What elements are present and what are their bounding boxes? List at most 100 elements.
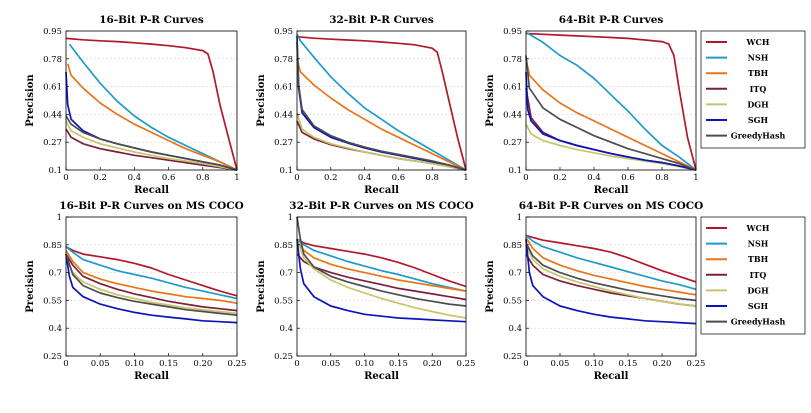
y-axis-label: Precision bbox=[25, 74, 36, 127]
x-tick-label: 0.20 bbox=[653, 359, 672, 369]
series-line-dgh bbox=[525, 244, 697, 307]
x-tick-label: 0.10 bbox=[585, 359, 604, 369]
chart-4: 0 0.05 0.10 0.15 0.20 0.25 0.25 0.4 0.55 0.7 0.85 1… bbox=[25, 200, 246, 382]
x-tick-label: 1 bbox=[693, 173, 698, 183]
series-line-sgh bbox=[65, 253, 238, 324]
x-tick-label: 0.15 bbox=[159, 359, 178, 369]
series-line-itq bbox=[65, 128, 238, 171]
y-tick-label: 0.55 bbox=[503, 296, 522, 306]
y-tick-label: 0.7 bbox=[279, 269, 293, 279]
legend-label-nsh: NSH bbox=[748, 53, 769, 63]
y-tick-label: 0.44 bbox=[503, 110, 522, 120]
x-tick-label: 0 bbox=[294, 359, 299, 369]
x-tick-label: 1 bbox=[463, 173, 468, 183]
series-line-greedyhash bbox=[296, 216, 467, 307]
y-tick-label: 0.85 bbox=[503, 241, 522, 251]
chart-title: 64-Bit P-R Curves bbox=[559, 14, 664, 26]
x-tick-label: 0.6 bbox=[621, 173, 635, 183]
legend-label-tbh: TBH bbox=[748, 68, 769, 78]
x-tick-label: 0 bbox=[63, 173, 68, 183]
legend-label-wch: WCH bbox=[746, 223, 770, 233]
y-tick-label: 0.1 bbox=[279, 166, 293, 176]
legend: WCH NSH TBH ITQ DGH SGH GreedyHash bbox=[700, 216, 806, 335]
legend-label-greedyhash: GreedyHash bbox=[731, 131, 786, 141]
y-tick-label: 0.78 bbox=[274, 55, 293, 65]
y-tick-label: 0.61 bbox=[503, 83, 522, 93]
series-line-sgh bbox=[525, 239, 697, 325]
y-axis-label: Precision bbox=[256, 74, 267, 127]
series-line-nsh bbox=[525, 31, 697, 171]
x-tick-label: 0.2 bbox=[324, 173, 338, 183]
y-tick-label: 0.25 bbox=[503, 352, 522, 362]
x-tick-label: 0.2 bbox=[93, 173, 107, 183]
x-tick-label: 0.25 bbox=[228, 359, 247, 369]
x-tick-label: 0.8 bbox=[655, 173, 669, 183]
series-line-dgh bbox=[65, 257, 238, 315]
legend-label-sgh: SGH bbox=[748, 301, 769, 311]
x-axis-label: Recall bbox=[364, 185, 399, 196]
y-tick-label: 0.7 bbox=[508, 269, 522, 279]
chart-5: 0 0.05 0.10 0.15 0.20 0.25 0.25 0.4 0.55 0.7 0.85 1… bbox=[256, 200, 475, 382]
legend-label-wch: WCH bbox=[746, 37, 770, 47]
legend-label-itq: ITQ bbox=[750, 84, 767, 94]
series-line-dgh bbox=[525, 123, 697, 171]
x-tick-label: 0 bbox=[523, 173, 528, 183]
series-line-nsh bbox=[296, 33, 467, 171]
plot-frame bbox=[296, 30, 467, 171]
plot-frame bbox=[65, 216, 238, 357]
x-tick-label: 0 bbox=[523, 359, 528, 369]
x-axis-label: Recall bbox=[594, 371, 629, 382]
y-tick-label: 0.44 bbox=[43, 110, 62, 120]
x-tick-label: 0.4 bbox=[358, 173, 372, 183]
y-tick-label: 0.27 bbox=[43, 138, 62, 148]
y-tick-label: 0.95 bbox=[503, 27, 522, 37]
y-tick-label: 0.61 bbox=[274, 83, 293, 93]
x-tick-label: 0.25 bbox=[457, 359, 476, 369]
series-line-greedyhash bbox=[65, 253, 238, 317]
y-tick-label: 0.78 bbox=[503, 55, 522, 65]
chart-title: 16-Bit P-R Curves on MS COCO bbox=[59, 200, 243, 212]
legend: WCH NSH TBH ITQ DGH SGH GreedyHash bbox=[700, 30, 806, 149]
plot-frame bbox=[525, 216, 697, 357]
legend-label-dgh: DGH bbox=[747, 99, 769, 109]
x-tick-label: 0.6 bbox=[162, 173, 176, 183]
x-axis-label: Recall bbox=[134, 185, 169, 196]
series-line-greedyhash bbox=[525, 55, 697, 171]
y-axis-label: Precision bbox=[485, 74, 496, 127]
y-tick-label: 0.55 bbox=[274, 296, 293, 306]
x-tick-label: 0.8 bbox=[196, 173, 210, 183]
series-line-tbh bbox=[296, 58, 467, 171]
x-axis-label: Recall bbox=[594, 185, 629, 196]
x-axis-label: Recall bbox=[134, 371, 169, 382]
plot-frame bbox=[525, 30, 697, 171]
y-axis-label: Precision bbox=[256, 260, 267, 313]
series-line-tbh bbox=[65, 249, 238, 305]
series-line-tbh bbox=[296, 240, 467, 292]
x-tick-label: 1 bbox=[234, 173, 239, 183]
series-line-nsh bbox=[525, 234, 697, 291]
x-tick-label: 0.15 bbox=[389, 359, 408, 369]
x-axis-label: Recall bbox=[364, 371, 399, 382]
y-tick-label: 0.85 bbox=[43, 241, 62, 251]
series-line-tbh bbox=[525, 58, 697, 171]
y-tick-label: 0.4 bbox=[508, 324, 522, 334]
x-tick-label: 0.10 bbox=[355, 359, 374, 369]
y-tick-label: 0.27 bbox=[274, 138, 293, 148]
y-tick-label: 0.1 bbox=[48, 166, 62, 176]
series-line-tbh bbox=[66, 63, 238, 171]
x-tick-label: 0.4 bbox=[587, 173, 601, 183]
y-tick-label: 1 bbox=[517, 213, 522, 223]
series-line-wch bbox=[296, 35, 467, 171]
y-tick-label: 0.44 bbox=[274, 110, 293, 120]
series-line-wch bbox=[296, 238, 467, 288]
y-tick-label: 0.4 bbox=[48, 324, 62, 334]
y-tick-label: 0.78 bbox=[43, 55, 62, 65]
plot-frame bbox=[65, 30, 238, 171]
series-line-greedyhash bbox=[525, 242, 697, 302]
series-line-wch bbox=[525, 32, 697, 171]
x-tick-label: 0.2 bbox=[553, 173, 567, 183]
x-tick-label: 0 bbox=[294, 173, 299, 183]
x-tick-label: 0.8 bbox=[425, 173, 439, 183]
legend-label-tbh: TBH bbox=[748, 254, 769, 264]
chart-title: 32-Bit P-R Curves bbox=[329, 14, 434, 26]
